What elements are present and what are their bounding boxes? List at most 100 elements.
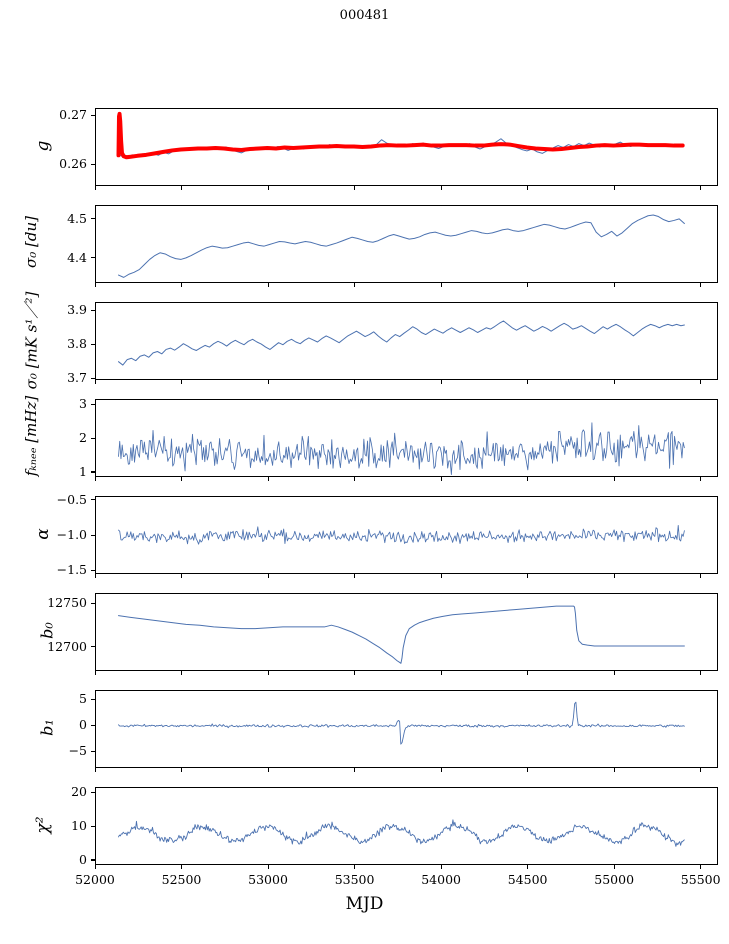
plot-panel-f-knee: [95, 399, 718, 477]
y-tick-mark: [91, 403, 95, 405]
x-tick-mark: [354, 283, 356, 287]
y-tick-label-chi-squared: 10: [71, 818, 87, 833]
x-tick-mark: [267, 865, 269, 869]
x-tick-mark: [527, 574, 529, 578]
y-tick-label-f-knee: 2: [79, 430, 87, 445]
x-tick-mark: [440, 574, 442, 578]
x-tick-mark: [181, 477, 183, 481]
plot-area-chi-squared: [118, 819, 685, 847]
y-tick-label-chi-squared: 20: [71, 784, 87, 800]
x-tick-mark: [354, 671, 356, 675]
x-tick-mark: [267, 768, 269, 772]
x-tick-mark: [94, 768, 96, 772]
plot-panel-alpha: [95, 496, 718, 574]
x-tick-mark: [527, 380, 529, 384]
y-tick-mark: [91, 499, 95, 501]
y-tick-mark: [91, 257, 95, 259]
x-tick-mark: [700, 477, 702, 481]
x-tick-mark: [613, 865, 615, 869]
y-tick-mark: [91, 437, 95, 439]
y-tick-mark: [91, 114, 95, 116]
plot-panel-b0: [95, 593, 718, 671]
x-tick-label: 55500: [680, 872, 721, 887]
x-tick-mark: [94, 186, 96, 190]
x-tick-mark: [267, 477, 269, 481]
x-tick-label: 52500: [161, 872, 202, 887]
x-tick-mark: [94, 671, 96, 675]
plot-area-f-knee: [118, 422, 685, 476]
plot-panel-sigma0-mK: [95, 302, 718, 380]
data-line-chi2: [118, 819, 685, 847]
x-tick-mark: [267, 186, 269, 190]
x-tick-mark: [181, 283, 183, 287]
x-tick-mark: [94, 283, 96, 287]
x-tick-mark: [613, 574, 615, 578]
x-tick-label: 52000: [75, 872, 115, 887]
y-tick-label-gain: 0.26: [59, 156, 87, 172]
x-tick-mark: [354, 186, 356, 190]
y-tick-mark: [91, 825, 95, 827]
x-tick-mark: [440, 768, 442, 772]
data-line-smoothed: [116, 111, 685, 160]
y-tick-mark: [91, 646, 95, 648]
y-tick-label-f-knee: 1: [79, 463, 87, 479]
x-tick-mark: [613, 186, 615, 190]
y-tick-label-alpha: −1.5: [56, 562, 87, 578]
x-tick-mark: [440, 186, 442, 190]
y-tick-label-b0: 12750: [47, 595, 87, 611]
x-tick-mark: [613, 380, 615, 384]
x-tick-mark: [613, 671, 615, 675]
x-tick-mark: [700, 186, 702, 190]
y-tick-label-b1: 0: [79, 717, 87, 733]
x-tick-label: 54000: [421, 872, 461, 887]
x-tick-mark: [527, 865, 529, 869]
y-tick-label-gain: 0.27: [59, 107, 87, 123]
y-tick-mark: [91, 471, 95, 473]
data-line-sigma0_du: [118, 214, 685, 278]
x-tick-mark: [267, 380, 269, 384]
x-tick-label: 54500: [507, 872, 548, 887]
y-tick-label-b1: 5: [79, 691, 87, 707]
x-tick-mark: [613, 477, 615, 481]
x-tick-mark: [527, 671, 529, 675]
y-tick-mark: [91, 602, 95, 604]
x-tick-mark: [181, 865, 183, 869]
y-tick-label-f-knee: 3: [79, 396, 87, 412]
x-tick-mark: [354, 574, 356, 578]
x-tick-mark: [527, 186, 529, 190]
y-tick-label-sigma0-du: 4.5: [67, 210, 87, 226]
y-tick-label-sigma0-mK: 3.9: [67, 302, 87, 318]
plot-area-gain: [116, 111, 685, 160]
y-tick-mark: [91, 163, 95, 165]
x-tick-mark: [354, 477, 356, 481]
data-line-f_knee: [118, 422, 685, 476]
y-tick-mark: [91, 309, 95, 312]
x-tick-mark: [354, 380, 356, 384]
plot-panel-b1: [95, 690, 718, 768]
data-line-b1: [118, 701, 685, 745]
x-tick-mark: [700, 671, 702, 675]
y-tick-label-b0: 12700: [47, 638, 87, 654]
y-tick-label-b1: −5: [68, 743, 87, 759]
x-axis-label: MJD: [345, 894, 384, 914]
data-line-alpha: [118, 524, 685, 545]
x-tick-mark: [527, 283, 529, 287]
plot-area-b0: [118, 605, 685, 664]
y-tick-mark: [91, 698, 95, 700]
x-tick-mark: [440, 865, 442, 869]
plot-panel-sigma0-du: [95, 205, 718, 283]
y-tick-label-alpha: −1.0: [56, 527, 87, 542]
x-tick-mark: [700, 380, 702, 384]
x-tick-mark: [700, 283, 702, 287]
x-tick-mark: [181, 671, 183, 675]
x-tick-mark: [354, 865, 356, 869]
x-tick-mark: [440, 283, 442, 287]
y-tick-mark: [91, 377, 95, 379]
x-tick-mark: [527, 477, 529, 481]
x-tick-mark: [181, 574, 183, 578]
x-tick-mark: [527, 768, 529, 772]
y-tick-mark: [91, 724, 95, 726]
x-tick-mark: [440, 477, 442, 481]
x-tick-mark: [440, 671, 442, 675]
